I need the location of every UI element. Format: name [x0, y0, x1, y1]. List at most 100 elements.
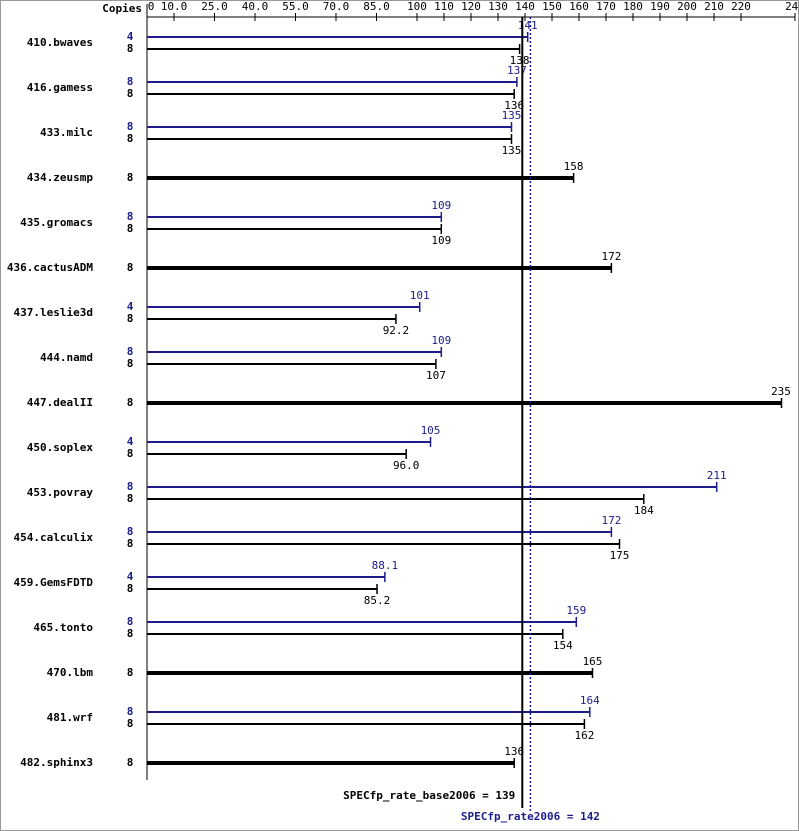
value-label: 109: [431, 199, 451, 212]
x-tick-label: 240: [785, 0, 799, 13]
x-tick-label: 150: [542, 0, 562, 13]
value-label: 141: [518, 19, 538, 32]
copies-label: 8: [127, 132, 134, 145]
x-tick-label: 200: [677, 0, 697, 13]
value-label: 85.2: [364, 594, 391, 607]
value-label: 165: [583, 655, 603, 668]
value-label: 172: [601, 250, 621, 263]
value-label: 211: [707, 469, 727, 482]
x-tick-label: 110: [434, 0, 454, 13]
benchmark-name: 470.lbm: [47, 666, 94, 679]
benchmark-name: 436.cactusADM: [7, 261, 93, 274]
benchmark-name: 434.zeusmp: [27, 171, 94, 184]
copies-label: 8: [127, 480, 134, 493]
benchmark-name: 433.milc: [40, 126, 93, 139]
x-tick-label: 220: [731, 0, 751, 13]
copies-label: 8: [127, 705, 134, 718]
benchmark-name: 437.leslie3d: [14, 306, 93, 319]
copies-label: 8: [127, 627, 134, 640]
benchmark-name: 454.calculix: [14, 531, 94, 544]
value-label: 137: [507, 64, 527, 77]
copies-label: 8: [127, 42, 134, 55]
value-label: 164: [580, 694, 600, 707]
copies-label: 8: [127, 582, 134, 595]
value-label: 92.2: [383, 324, 410, 337]
x-tick-label: 70.0: [323, 0, 350, 13]
x-tick-label: 40.0: [242, 0, 269, 13]
copies-label: 8: [127, 615, 134, 628]
copies-label: 8: [127, 717, 134, 730]
reference-label: SPECfp_rate_base2006 = 139: [343, 789, 515, 802]
copies-label: 8: [127, 525, 134, 538]
benchmark-name: 459.GemsFDTD: [14, 576, 94, 589]
x-tick-label: 0: [148, 0, 155, 13]
benchmark-name: 482.sphinx3: [20, 756, 93, 769]
benchmark-name: 447.dealII: [27, 396, 93, 409]
value-label: 184: [634, 504, 654, 517]
copies-label: 8: [127, 756, 134, 769]
value-label: 136: [504, 745, 524, 758]
value-label: 136: [504, 99, 524, 112]
copies-label: 8: [127, 345, 134, 358]
x-tick-label: 120: [461, 0, 481, 13]
benchmark-name: 435.gromacs: [20, 216, 93, 229]
value-label: 162: [574, 729, 594, 742]
x-tick-label: 190: [650, 0, 670, 13]
x-tick-label: 10.0: [161, 0, 188, 13]
copies-label: 4: [127, 570, 134, 583]
value-label: 105: [421, 424, 441, 437]
x-tick-label: 210: [704, 0, 724, 13]
benchmark-name: 465.tonto: [33, 621, 93, 634]
copies-label: 8: [127, 210, 134, 223]
x-tick-label: 85.0: [363, 0, 390, 13]
copies-label: 8: [127, 447, 134, 460]
copies-label: 8: [127, 222, 134, 235]
benchmark-name: 453.povray: [27, 486, 94, 499]
value-label: 101: [410, 289, 430, 302]
value-label: 96.0: [393, 459, 420, 472]
value-label: 159: [566, 604, 586, 617]
copies-label: 8: [127, 261, 134, 274]
value-label: 175: [610, 549, 630, 562]
copies-header: Copies: [102, 2, 142, 15]
copies-label: 8: [127, 75, 134, 88]
value-label: 109: [431, 334, 451, 347]
benchmark-name: 416.gamess: [27, 81, 93, 94]
copies-label: 8: [127, 171, 134, 184]
value-label: 88.1: [372, 559, 399, 572]
x-tick-label: 140: [515, 0, 535, 13]
copies-label: 8: [127, 120, 134, 133]
benchmark-name: 450.soplex: [27, 441, 94, 454]
value-label: 109: [431, 234, 451, 247]
x-tick-label: 130: [488, 0, 508, 13]
x-tick-label: 160: [569, 0, 589, 13]
value-label: 135: [502, 109, 522, 122]
copies-label: 4: [127, 435, 134, 448]
value-label: 154: [553, 639, 573, 652]
reference-label: SPECfp_rate2006 = 142: [461, 810, 600, 823]
value-label: 158: [564, 160, 584, 173]
benchmark-name: 410.bwaves: [27, 36, 93, 49]
copies-label: 8: [127, 537, 134, 550]
copies-label: 8: [127, 312, 134, 325]
value-label: 235: [771, 385, 791, 398]
value-label: 138: [510, 54, 530, 67]
value-label: 107: [426, 369, 446, 382]
copies-label: 4: [127, 300, 134, 313]
copies-label: 4: [127, 30, 134, 43]
value-label: 135: [502, 144, 522, 157]
benchmark-name: 444.namd: [40, 351, 93, 364]
x-tick-label: 55.0: [282, 0, 309, 13]
benchmark-name: 481.wrf: [47, 711, 93, 724]
copies-label: 8: [127, 396, 134, 409]
copies-label: 8: [127, 492, 134, 505]
x-tick-label: 100: [407, 0, 427, 13]
x-tick-label: 25.0: [201, 0, 228, 13]
copies-label: 8: [127, 357, 134, 370]
copies-label: 8: [127, 87, 134, 100]
x-tick-label: 180: [623, 0, 643, 13]
copies-label: 8: [127, 666, 134, 679]
